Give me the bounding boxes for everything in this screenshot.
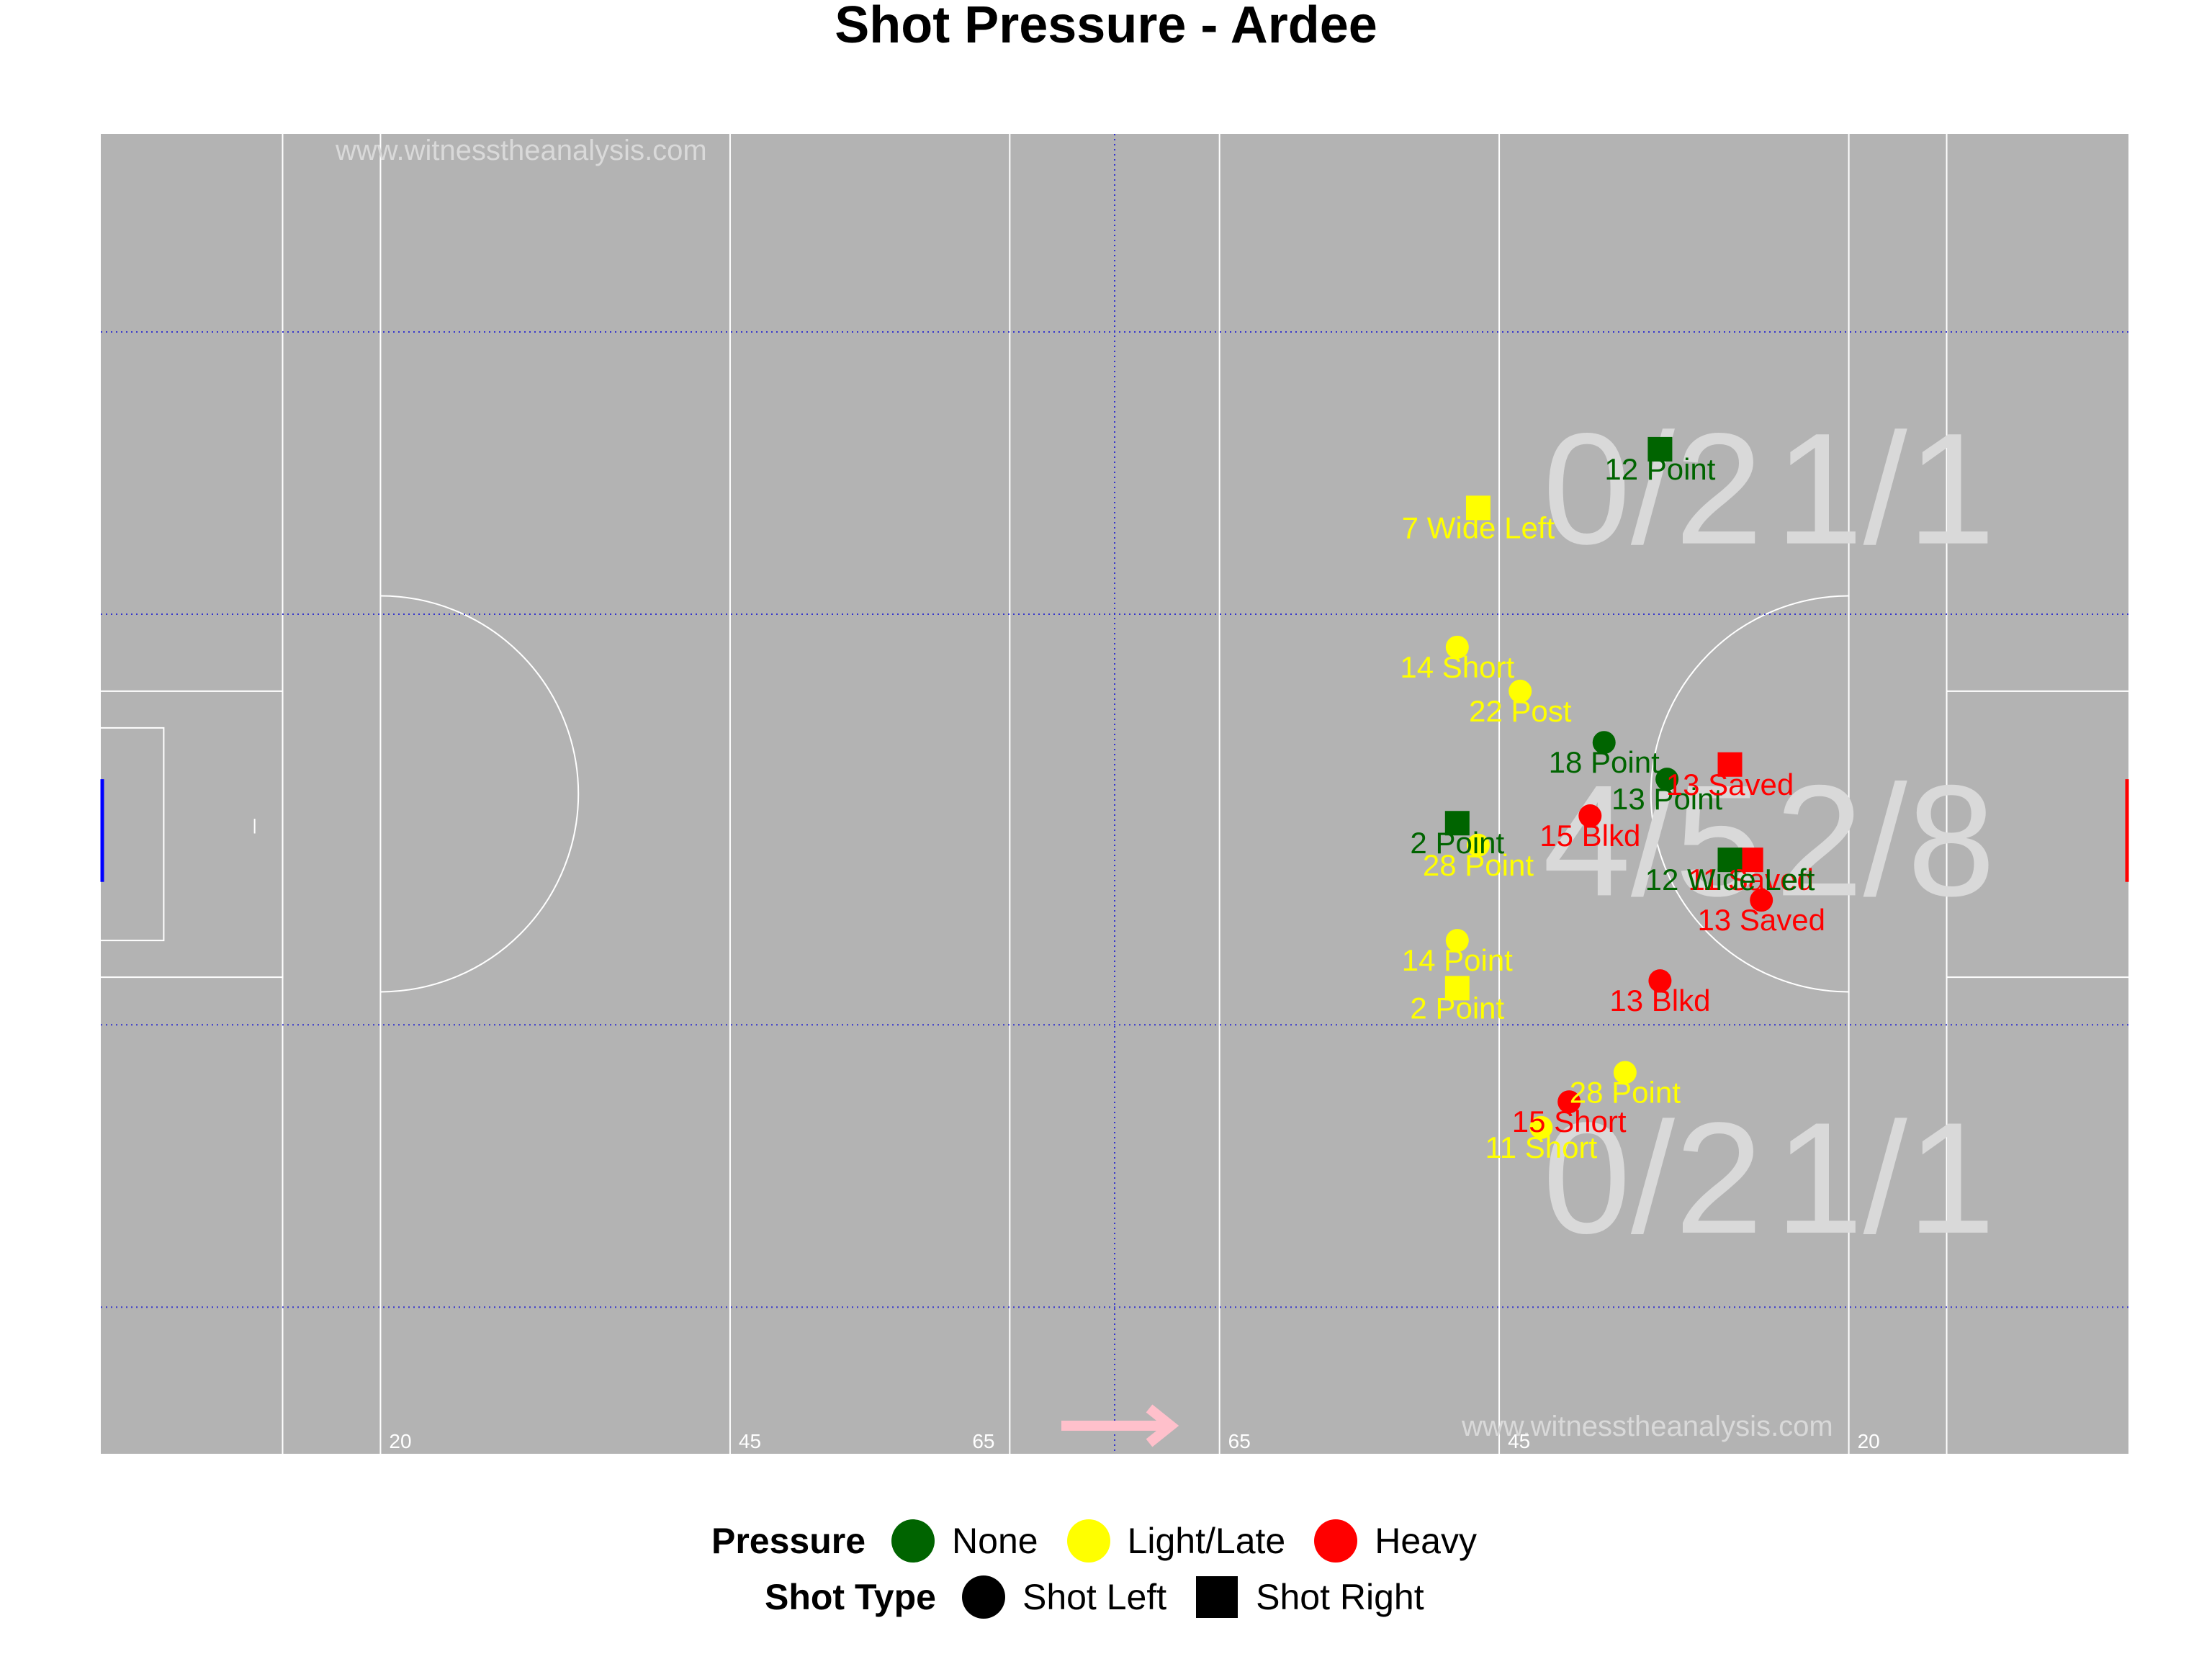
shot-left-point (1529, 1115, 1553, 1139)
circle-icon (956, 1570, 1011, 1624)
shot-left-point (1592, 731, 1616, 755)
shot-label: 12 Point (1604, 452, 1715, 486)
shot-left-point (1509, 679, 1532, 703)
shot-labels: 7 Wide Left 12 Point 14 Short 22 Post 18 Poi… (1400, 452, 1825, 1164)
legend-key (1061, 1514, 1116, 1568)
direction-arrow (1061, 1404, 1179, 1447)
large-box-right (1946, 690, 2128, 979)
distance-label: 65 (972, 1430, 994, 1452)
zone-tally: 0/2 (1542, 400, 1763, 577)
shot-left-point (1445, 929, 1469, 953)
zone-tally: 0/2 (1542, 1089, 1763, 1267)
legend: Pressure None Light/Late Heavy Shot Type S… (0, 1512, 2212, 1659)
chart-title: Shot Pressure - Ardee (835, 0, 1377, 54)
shot-label: 18 Point (1549, 745, 1660, 779)
shot-left-point (1613, 1061, 1637, 1084)
zone-tally: 1/1 (1775, 400, 1995, 577)
shot-label: 28 Point (1570, 1075, 1681, 1109)
legend-label: Shot Left (1022, 1577, 1167, 1617)
distance-labels: 20 45 65 65 45 20 (389, 1430, 1879, 1452)
arc-left (380, 595, 580, 993)
arc-right (1650, 595, 1849, 993)
shot-right-point (1465, 495, 1491, 521)
shot-label: 13 Saved (1666, 768, 1794, 801)
shot-left-point (1648, 969, 1672, 993)
shot-label: 2 Point (1410, 826, 1504, 860)
legend-pressure-title: Pressure (711, 1521, 866, 1561)
shot-label: 13 Point (1611, 782, 1722, 816)
distance-label: 20 (389, 1430, 411, 1452)
shot-right-point (1444, 811, 1470, 836)
shot-label: 28 Point (1423, 848, 1534, 882)
shot-label: 13 Saved (1697, 903, 1825, 937)
distance-label: 45 (1508, 1430, 1530, 1452)
shot-label: 15 Blkd (1539, 819, 1640, 853)
grid-lines (101, 134, 2128, 1454)
legend-pressure: Pressure None Light/Late Heavy (711, 1512, 1500, 1570)
shot-label: 14 Point (1402, 943, 1513, 977)
legend-label: Heavy (1375, 1521, 1477, 1561)
shot-right-point (1444, 976, 1470, 1001)
shot-right-point (1717, 848, 1743, 873)
shot-right-point (1717, 752, 1743, 777)
watermark-bottom: www.witnesstheanalysis.com (1461, 1411, 1833, 1442)
legend-key (1308, 1514, 1363, 1568)
large-box-left (101, 690, 284, 979)
shot-left-point (1655, 768, 1679, 791)
pitch-chart: www.witnesstheanalysis.com www.witnessth… (100, 134, 2129, 1454)
shot-left-point (1557, 1090, 1581, 1114)
shot-right-point (1647, 436, 1673, 462)
zone-tally: 2/8 (1775, 752, 1995, 929)
shot-label: 22 Post (1469, 694, 1572, 728)
distance-label: 45 (739, 1430, 761, 1452)
shot-left-point (1466, 833, 1490, 857)
legend-shot-type: Shot Type Shot Left Shot Right (765, 1568, 1447, 1626)
legend-label: Shot Right (1256, 1577, 1424, 1617)
shot-label: 12 Wide Left (1645, 863, 1815, 896)
legend-dot (891, 1519, 935, 1563)
distance-label: 20 (1858, 1430, 1880, 1452)
shot-label: 11 Short (1485, 1130, 1598, 1164)
distance-label: 65 (1228, 1430, 1251, 1452)
shot-right-point (1738, 848, 1763, 873)
shot-left-point (1578, 804, 1602, 828)
square-icon (1190, 1570, 1244, 1624)
legend-label: Light/Late (1127, 1521, 1286, 1561)
shot-label: 2 Point (1410, 991, 1504, 1025)
shot-label: 14 Short (1400, 650, 1514, 684)
goal-marks (100, 779, 2129, 882)
shot-label: 15 Short (1512, 1105, 1627, 1138)
legend-dot (1314, 1519, 1358, 1563)
small-box-left (101, 727, 165, 942)
shot-left-point (1445, 635, 1469, 659)
zone-tallies: 0/2 1/14/5 2/80/2 1/1 (1542, 400, 1995, 1267)
legend-label: None (952, 1521, 1038, 1561)
shot-left-point (1750, 889, 1773, 912)
pitch-markings (101, 134, 2128, 1454)
legend-shot-title: Shot Type (765, 1577, 936, 1617)
zone-tally: 4/5 (1542, 752, 1763, 929)
legend-key (886, 1514, 940, 1568)
zone-tally: 1/1 (1775, 1089, 1995, 1267)
shot-label: 11 Saved (1688, 863, 1813, 896)
legend-dot (1066, 1519, 1110, 1563)
shot-label: 13 Blkd (1609, 984, 1710, 1017)
watermark-top: www.witnesstheanalysis.com (335, 135, 707, 166)
shot-label: 7 Wide Left (1402, 511, 1555, 544)
shot-marks (1444, 436, 1773, 1139)
